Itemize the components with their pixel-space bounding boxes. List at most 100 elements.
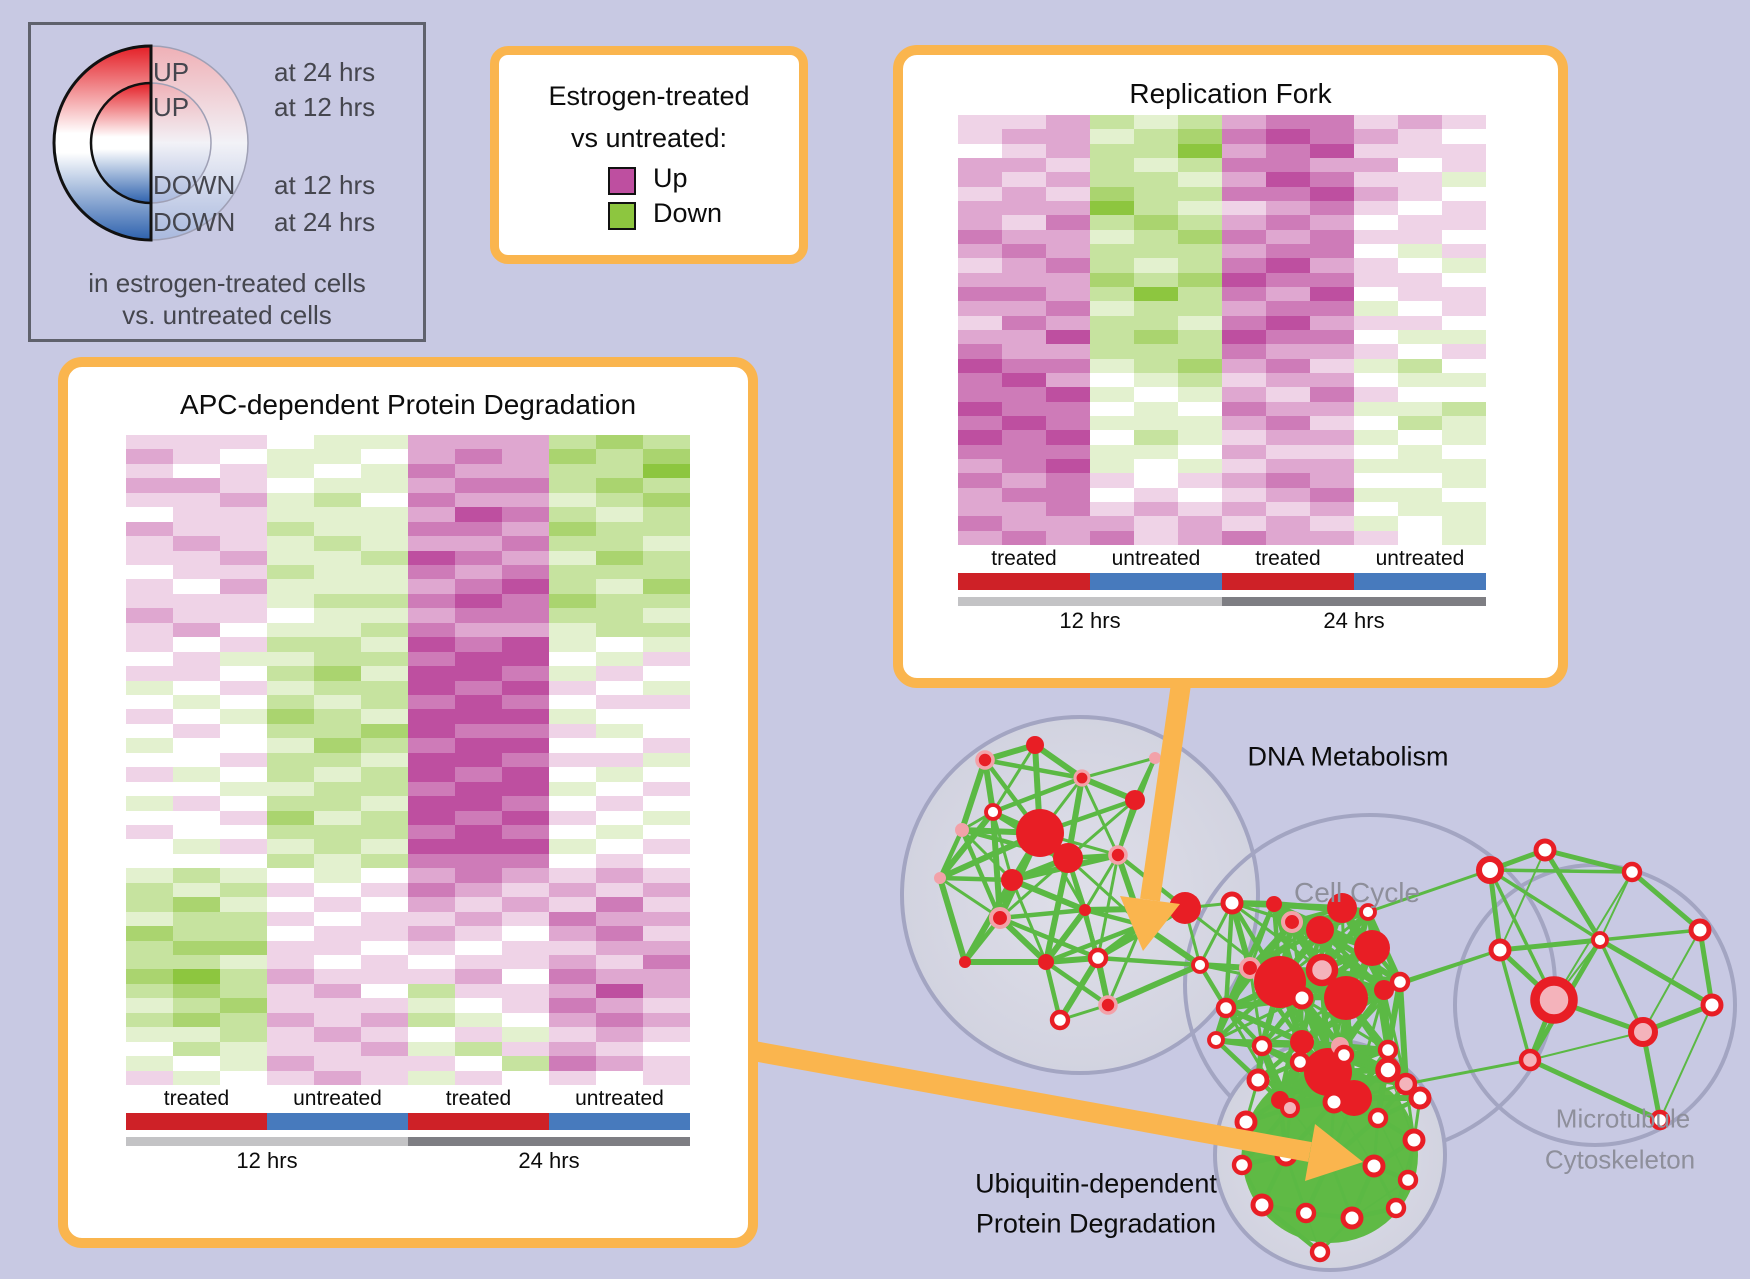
heatmap-cell (1046, 215, 1090, 230)
heatmap-cell (455, 1027, 502, 1042)
heatmap-cell (502, 1070, 549, 1085)
heatmap-cell (173, 983, 220, 999)
heatmap-cell (502, 723, 549, 739)
heatmap-cell (408, 723, 455, 739)
heatmap-cell (1442, 243, 1486, 259)
heatmap-cell (1090, 516, 1134, 531)
network-node (1408, 1086, 1432, 1110)
heatmap-cell (1222, 344, 1266, 359)
heatmap-cell (408, 651, 455, 667)
heatmap-cell (314, 521, 361, 537)
heatmap-cell (643, 550, 690, 565)
heatmap-cell (1046, 301, 1090, 316)
heatmap-cell (1222, 473, 1266, 488)
heatmap-cell (361, 463, 408, 479)
heatmap-cell (1046, 487, 1090, 502)
heatmap-cell (220, 593, 267, 609)
heatmap-cell (408, 911, 455, 927)
heatmap-cell (314, 666, 361, 681)
heatmap-cell (220, 853, 267, 869)
heatmap-cell (502, 796, 549, 811)
heatmap-cell (1046, 129, 1090, 144)
heatmap-cell (1046, 458, 1090, 474)
heatmap-cell (1266, 301, 1310, 316)
heatmap-cell (126, 1027, 173, 1042)
heatmap-cell (267, 449, 314, 464)
heatmap-cell (643, 478, 690, 493)
network-label-1: Cell Cycle (1293, 877, 1421, 908)
heatmap-cell (549, 680, 596, 695)
heatmap-cell (1222, 215, 1266, 230)
heatmap-cell (596, 1070, 643, 1085)
heatmap-cell (220, 550, 267, 565)
heatmap-cell (1354, 501, 1398, 517)
heatmap-cell (549, 449, 596, 464)
network-edge (1224, 1005, 1304, 1045)
heatmap-cell (958, 172, 1002, 187)
network-edge (939, 876, 1001, 920)
heatmap-cell (1310, 358, 1354, 373)
apc-panel-title: APC-dependent Protein Degradation (179, 389, 637, 420)
heatmap-cell (361, 723, 408, 739)
heatmap-cell (1090, 415, 1134, 431)
heatmap-cell (1442, 129, 1486, 144)
network-node (1397, 1169, 1419, 1191)
heatmap-cell (408, 449, 455, 464)
heatmap-cell (643, 911, 690, 927)
heatmap-cell (549, 897, 596, 912)
heatmap-cell (173, 969, 220, 984)
heatmap-cell (173, 998, 220, 1013)
group-label: treated (445, 1087, 512, 1110)
heatmap-cell (1046, 344, 1090, 359)
heatmap-cell (1090, 157, 1134, 173)
heatmap-cell (361, 680, 408, 695)
heatmap-cell (1222, 286, 1266, 302)
heatmap-cell (314, 723, 361, 739)
heatmap-cell (596, 435, 643, 450)
heatmap-cell (220, 983, 267, 999)
heatmap-cell (1046, 501, 1090, 517)
time-bar-24 (408, 1137, 690, 1146)
heatmap-cell (1398, 272, 1442, 287)
heatmap-cell (173, 507, 220, 522)
heatmap-cell (173, 825, 220, 840)
heatmap-cell (455, 983, 502, 999)
heatmap-cell (549, 550, 596, 565)
heatmap-cell (314, 593, 361, 609)
time-bar-12 (958, 597, 1222, 606)
network-node (1649, 1109, 1671, 1131)
network-edge (1367, 868, 1491, 914)
heatmap-cell (455, 550, 502, 565)
heatmap-cell (1134, 315, 1178, 330)
heatmap-cell (220, 752, 267, 768)
heatmap-cell (455, 868, 502, 883)
heatmap-cell (1354, 530, 1398, 545)
expression-ring-glyph (52, 44, 249, 242)
heatmap-cell (455, 579, 502, 594)
network-node (1488, 938, 1512, 962)
heatmap-cell (1398, 157, 1442, 173)
heatmap-cell (314, 810, 361, 825)
down-label: Down (653, 198, 723, 228)
heatmap-cell (1354, 243, 1398, 259)
heatmap-cell (1442, 473, 1486, 488)
heatmap-cell (314, 608, 361, 623)
heatmap-cell (408, 738, 455, 753)
heatmap-cell (1222, 516, 1266, 531)
heatmap-cell (1134, 272, 1178, 287)
heatmap-cell (361, 622, 408, 638)
ring-inner-left-half (89, 81, 153, 205)
heatmap-cell (361, 507, 408, 522)
heatmap-cell (126, 521, 173, 537)
heatmap-cell (1046, 473, 1090, 488)
network-node (1518, 1048, 1542, 1072)
network-edge (999, 907, 1086, 921)
network-label-5: Protein Degradation (975, 1208, 1217, 1239)
heatmap-cell (549, 969, 596, 984)
heatmap-cell (958, 286, 1002, 302)
heatmap-cell (173, 810, 220, 825)
heatmap-cell (1178, 129, 1222, 144)
heatmap-cell (361, 969, 408, 984)
heatmap-cell (1398, 501, 1442, 517)
heatmap-cell (958, 229, 1002, 244)
